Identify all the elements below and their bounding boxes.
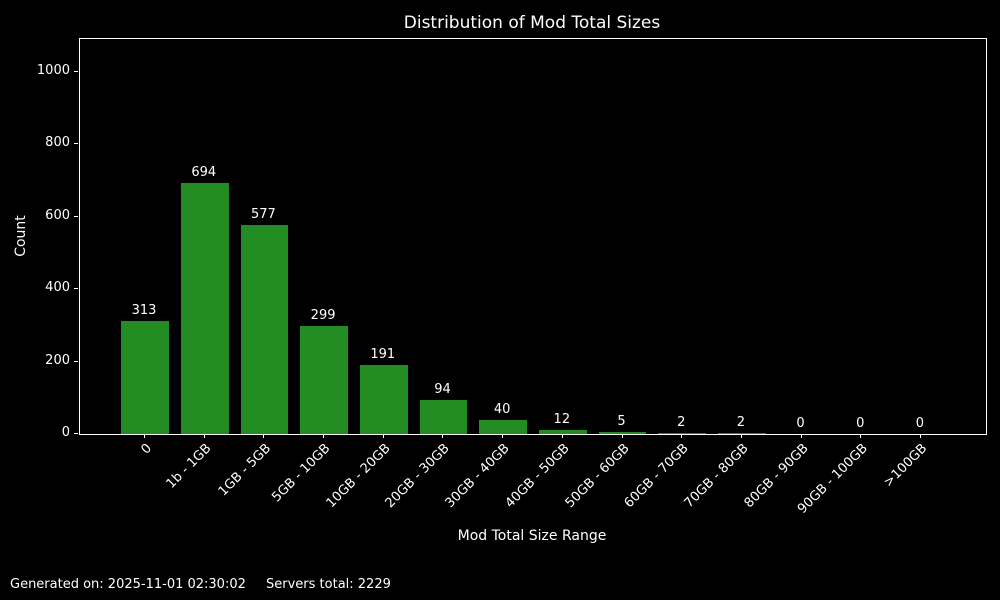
x-tick-mark — [502, 434, 504, 438]
bar-value-label: 191 — [370, 347, 396, 362]
x-tick-label: 1b - 1GB — [163, 441, 215, 492]
bar — [479, 420, 528, 434]
y-tick-label: 200 — [45, 352, 70, 368]
chart-title: Distribution of Mod Total Sizes — [403, 13, 661, 33]
x-tick-label: 5GB - 10GB — [269, 441, 334, 506]
bar-value-label: 2 — [677, 415, 686, 430]
x-tick-label: 1GB - 5GB — [215, 441, 275, 500]
y-tick-label: 800 — [45, 135, 70, 151]
bar-value-label: 0 — [856, 416, 865, 431]
x-tick-mark — [144, 434, 146, 438]
bar-value-label: 0 — [796, 416, 805, 431]
x-tick-mark — [800, 434, 802, 438]
x-tick-mark — [561, 434, 563, 438]
bar-value-label: 299 — [310, 308, 336, 323]
bar-value-label: 12 — [553, 412, 571, 427]
x-tick-mark — [621, 434, 623, 438]
y-tick-mark — [74, 70, 78, 72]
y-tick-label: 0 — [61, 425, 70, 440]
x-axis-label: Mod Total Size Range — [457, 528, 607, 544]
bar-value-label: 40 — [493, 402, 511, 417]
bar — [598, 432, 647, 434]
y-tick-label: 400 — [45, 280, 70, 296]
servers-total: Servers total: 2229 — [266, 577, 391, 592]
x-tick-mark — [740, 434, 742, 438]
x-tick-label: 0 — [138, 441, 155, 458]
bar-value-label: 577 — [251, 207, 276, 222]
bar — [718, 433, 766, 434]
bar-value-label: 313 — [131, 303, 157, 318]
y-tick-mark — [74, 143, 78, 145]
bar — [121, 321, 169, 434]
bar — [240, 225, 289, 434]
y-tick-label: 600 — [45, 207, 70, 223]
y-tick-mark — [74, 288, 78, 290]
x-tick-mark — [323, 434, 325, 438]
x-tick-mark — [860, 434, 862, 438]
bar — [419, 400, 468, 434]
x-tick-mark — [203, 434, 205, 438]
y-axis-label: Count — [13, 215, 29, 257]
bar-value-label: 0 — [915, 416, 925, 431]
x-tick-label: >100GB — [881, 441, 931, 491]
y-tick-label: 1000 — [36, 62, 70, 78]
y-tick-mark — [74, 215, 78, 217]
x-tick-mark — [263, 434, 265, 438]
x-tick-mark — [681, 434, 683, 438]
generated-timestamp: Generated on: 2025-11-01 02:30:02 — [10, 577, 246, 592]
bar — [658, 433, 707, 434]
x-tick-mark — [919, 434, 921, 438]
plot-area — [79, 38, 987, 435]
bar — [359, 365, 408, 434]
bar-value-label: 94 — [434, 382, 451, 397]
bar — [300, 326, 348, 434]
x-tick-mark — [442, 434, 444, 438]
y-tick-mark — [74, 433, 78, 434]
x-tick-mark — [382, 434, 384, 438]
footer: Generated on: 2025-11-01 02:30:02 Server… — [10, 577, 391, 592]
bar-value-label: 694 — [191, 165, 217, 180]
bar — [538, 430, 587, 434]
bar-value-label: 2 — [736, 415, 746, 430]
bar — [180, 183, 229, 434]
bar-value-label: 5 — [617, 414, 626, 429]
y-tick-mark — [74, 360, 78, 362]
